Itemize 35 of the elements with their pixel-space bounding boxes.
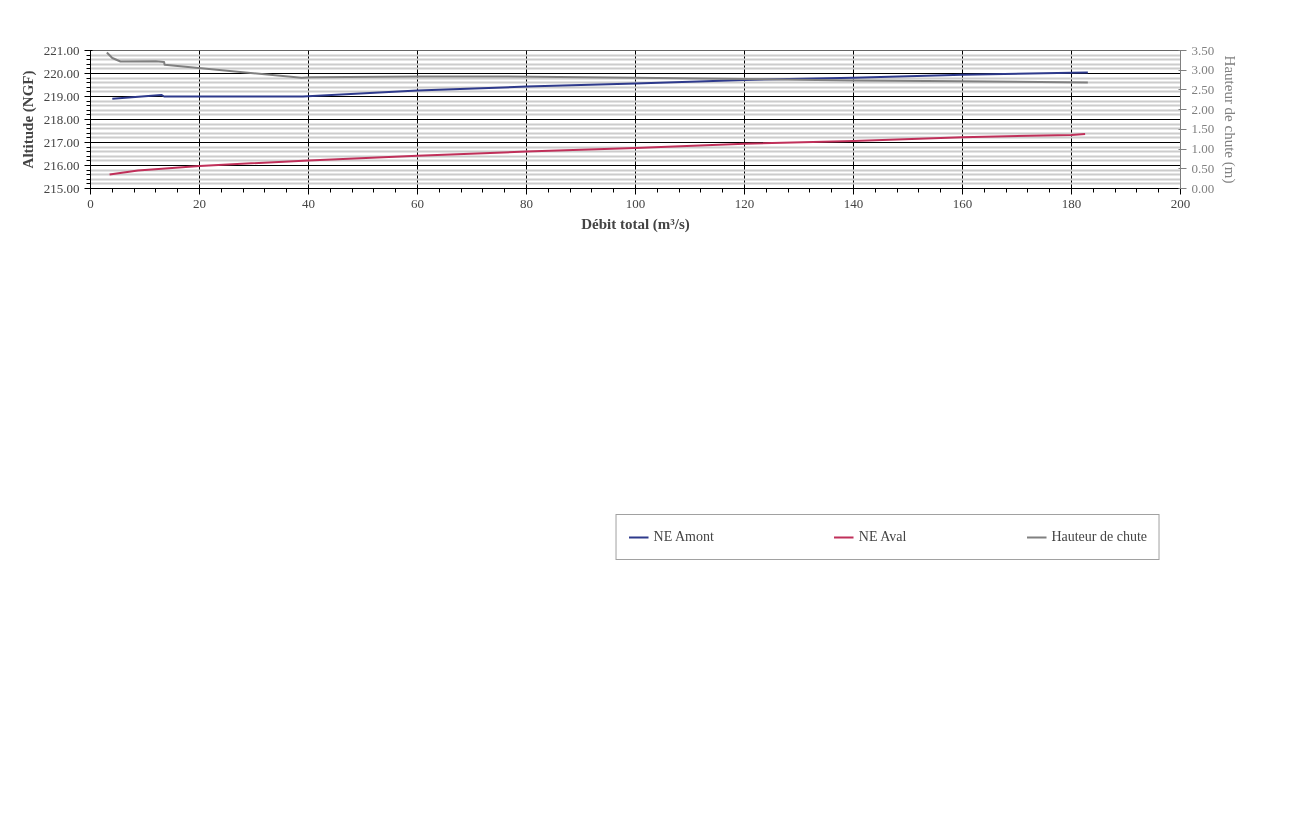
y2-axis-title: Hauteur de chute (m) (1221, 55, 1239, 184)
line-series (111, 71, 1089, 100)
y-tick-label: 220.00 (43, 65, 80, 81)
x-tick-label: 60 (411, 195, 424, 211)
y-axis-title: Altitude (NGF) (19, 70, 37, 169)
line-series (105, 51, 1089, 84)
y-tick-label: 221.00 (43, 42, 80, 58)
y2-tick-label: 1.50 (1191, 121, 1215, 137)
x-tick-label: 40 (302, 195, 315, 211)
y2-tick-label: 0.50 (1191, 160, 1215, 176)
y2-tick-label: 3.00 (1191, 62, 1215, 78)
y-tick-label: 218.00 (43, 111, 80, 127)
x-tick-label: 20 (193, 195, 206, 211)
legend-label: NE Amont (653, 529, 714, 545)
x-tick-label: 120 (734, 195, 755, 211)
x-tick-label: 100 (625, 195, 646, 211)
x-tick-label: 160 (952, 195, 973, 211)
y2-tick-label: 2.00 (1191, 101, 1215, 117)
y2-tick-label: 1.00 (1191, 141, 1215, 157)
legend-label: NE Aval (858, 529, 907, 545)
y-tick-label: 216.00 (43, 157, 80, 173)
y-tick-label: 215.00 (43, 180, 80, 196)
x-axis-title: Débit total (m³/s) (581, 215, 690, 233)
y2-tick-label: 0.00 (1191, 180, 1215, 196)
x-tick-label: 180 (1061, 195, 1082, 211)
legend-label: Hauteur de chute (1051, 529, 1147, 545)
y-tick-label: 219.00 (43, 88, 80, 104)
x-tick-label: 200 (1170, 195, 1191, 211)
x-tick-label: 80 (520, 195, 533, 211)
x-tick-label: 140 (843, 195, 864, 211)
y-tick-label: 217.00 (43, 134, 80, 150)
y2-tick-label: 3.50 (1191, 42, 1215, 58)
x-tick-label: 0 (87, 195, 94, 211)
y2-tick-label: 2.50 (1191, 81, 1215, 97)
line-series (108, 132, 1087, 176)
